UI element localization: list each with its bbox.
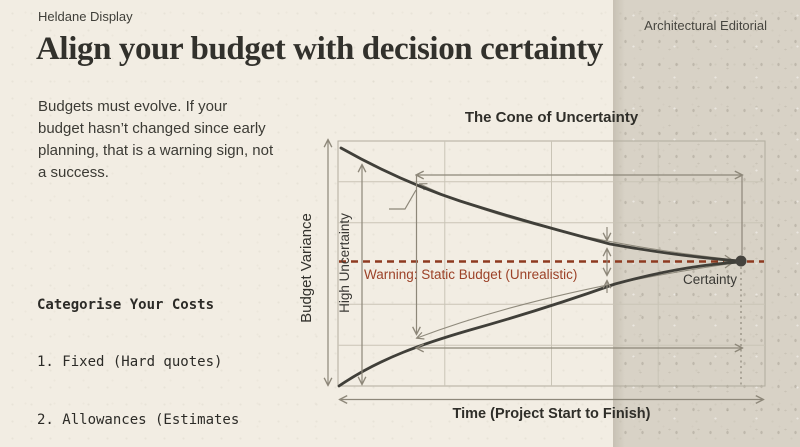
- annotation-arrows: [328, 140, 763, 400]
- convergence-dot: [735, 255, 747, 267]
- eyebrow-label: Heldane Display: [38, 9, 133, 24]
- upper-echo-arrow: [420, 184, 731, 260]
- cone-of-uncertainty-chart: The Cone of Uncertainty Budget Variance …: [298, 109, 766, 422]
- chart-title: The Cone of Uncertainty: [465, 109, 639, 126]
- certainty-label: Certainty: [683, 272, 737, 287]
- costs-heading: Categorise Your Costs: [37, 296, 215, 313]
- warning-label: Warning: Static Budget (Unrealistic): [364, 267, 577, 282]
- high-uncertainty-label: High Uncertainty: [337, 213, 352, 313]
- y-axis-label: Budget Variance: [298, 213, 315, 323]
- cost-line: 2. Allowances (Estimates: [37, 412, 240, 429]
- x-axis-label: Time (Project Start to Finish): [453, 406, 651, 422]
- callout-leader-line: [389, 189, 417, 210]
- upper-bound-curve: [339, 146, 742, 263]
- cost-line: 1. Fixed (Hard quotes): [37, 354, 223, 371]
- lower-bound-curve: [337, 260, 742, 388]
- cone-curves: [337, 146, 742, 388]
- corner-label: Architectural Editorial: [644, 18, 767, 33]
- costs-block: Categorise Your Costs 1. Fixed (Hard quo…: [37, 257, 239, 447]
- lower-echo-arrow: [417, 264, 731, 339]
- intro-paragraph: Budgets must evolve. If your budget hasn…: [38, 98, 274, 181]
- page-title: Align your budget with decision certaint…: [36, 31, 603, 67]
